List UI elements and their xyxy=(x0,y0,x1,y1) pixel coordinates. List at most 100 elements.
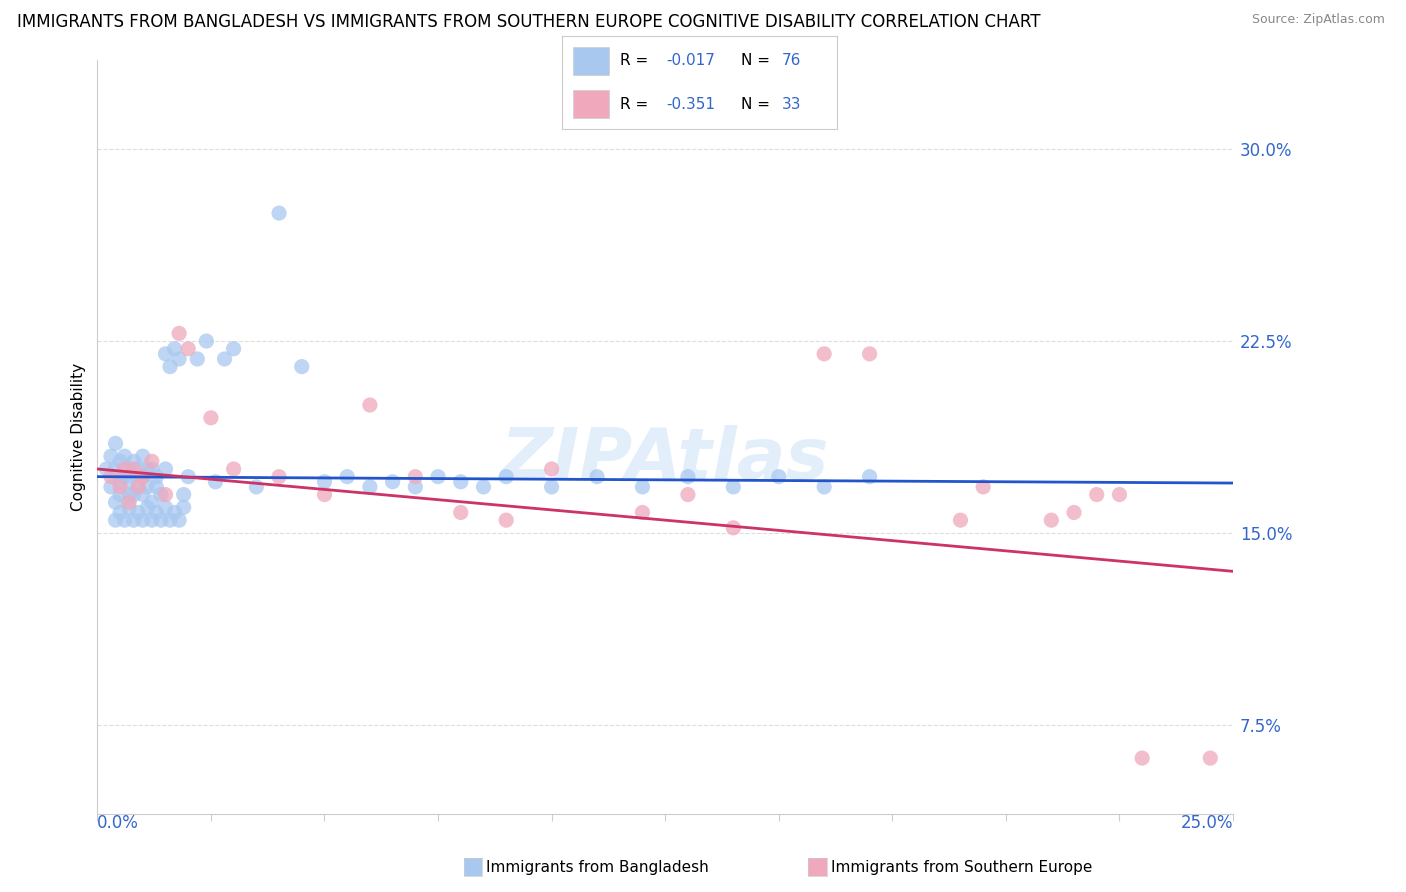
Point xyxy=(267,206,290,220)
Point xyxy=(127,506,149,520)
Point xyxy=(132,469,155,483)
Point xyxy=(141,462,163,476)
Text: -0.017: -0.017 xyxy=(666,54,716,69)
Point xyxy=(136,462,159,476)
Point xyxy=(127,475,149,489)
Point xyxy=(141,513,163,527)
Point xyxy=(723,480,745,494)
Point xyxy=(136,480,159,494)
Point xyxy=(381,475,404,489)
Point xyxy=(100,449,122,463)
Point xyxy=(159,513,181,527)
Point xyxy=(314,487,336,501)
Point xyxy=(972,480,994,494)
Point xyxy=(813,347,835,361)
Point xyxy=(122,487,145,501)
Text: 0.0%: 0.0% xyxy=(97,814,139,832)
Point xyxy=(118,500,141,515)
Point xyxy=(1085,487,1108,501)
Point xyxy=(173,487,195,501)
Text: R =: R = xyxy=(620,54,654,69)
Point xyxy=(108,454,131,468)
Point xyxy=(495,469,517,483)
Point xyxy=(404,480,426,494)
Point xyxy=(359,480,381,494)
Text: Source: ZipAtlas.com: Source: ZipAtlas.com xyxy=(1251,13,1385,27)
Point xyxy=(118,495,141,509)
Point xyxy=(540,462,562,476)
Point xyxy=(1040,513,1063,527)
Point xyxy=(136,500,159,515)
Point xyxy=(676,469,699,483)
Point xyxy=(104,462,127,476)
Point xyxy=(200,410,222,425)
Text: Immigrants from Southern Europe: Immigrants from Southern Europe xyxy=(831,861,1092,875)
Point xyxy=(96,462,118,476)
Point xyxy=(404,469,426,483)
Point xyxy=(472,480,495,494)
FancyBboxPatch shape xyxy=(574,90,609,118)
Point xyxy=(631,480,654,494)
Point xyxy=(949,513,972,527)
Point xyxy=(1199,751,1222,765)
Point xyxy=(813,480,835,494)
Point xyxy=(149,513,172,527)
Point xyxy=(155,500,177,515)
Point xyxy=(163,506,186,520)
Point xyxy=(141,495,163,509)
Point xyxy=(132,469,155,483)
Point xyxy=(314,475,336,489)
Text: ZIPAtlas: ZIPAtlas xyxy=(501,425,830,494)
Point xyxy=(173,500,195,515)
Text: N =: N = xyxy=(741,54,775,69)
Point xyxy=(1108,487,1130,501)
Point xyxy=(167,326,190,341)
Point xyxy=(167,513,190,527)
Point xyxy=(132,487,155,501)
Y-axis label: Cognitive Disability: Cognitive Disability xyxy=(72,363,86,511)
Point xyxy=(723,521,745,535)
FancyBboxPatch shape xyxy=(574,47,609,75)
Point xyxy=(427,469,450,483)
Point xyxy=(858,469,880,483)
Point xyxy=(204,475,226,489)
Point xyxy=(1063,506,1085,520)
Point xyxy=(104,436,127,450)
Point xyxy=(155,347,177,361)
Point xyxy=(163,342,186,356)
Point xyxy=(122,454,145,468)
Point xyxy=(222,342,245,356)
Point xyxy=(114,462,136,476)
Point xyxy=(108,487,131,501)
Point xyxy=(114,469,136,483)
Point xyxy=(359,398,381,412)
Point xyxy=(145,480,167,494)
Point xyxy=(118,462,141,476)
Point xyxy=(495,513,517,527)
Point xyxy=(167,351,190,366)
Point xyxy=(768,469,790,483)
Point xyxy=(122,462,145,476)
Text: 25.0%: 25.0% xyxy=(1181,814,1233,832)
Point xyxy=(127,480,149,494)
Point xyxy=(114,449,136,463)
Point xyxy=(127,462,149,476)
Text: N =: N = xyxy=(741,96,775,112)
Point xyxy=(195,334,218,348)
Point xyxy=(267,469,290,483)
Point xyxy=(858,347,880,361)
Text: IMMIGRANTS FROM BANGLADESH VS IMMIGRANTS FROM SOUTHERN EUROPE COGNITIVE DISABILI: IMMIGRANTS FROM BANGLADESH VS IMMIGRANTS… xyxy=(17,13,1040,31)
Text: 76: 76 xyxy=(782,54,801,69)
Point xyxy=(100,480,122,494)
Point xyxy=(155,462,177,476)
Point xyxy=(214,351,236,366)
Point xyxy=(122,513,145,527)
Point xyxy=(108,475,131,489)
Point xyxy=(114,513,136,527)
Point xyxy=(177,342,200,356)
Point xyxy=(118,487,141,501)
Point xyxy=(104,495,127,509)
Point xyxy=(291,359,314,374)
Text: -0.351: -0.351 xyxy=(666,96,716,112)
Point xyxy=(245,480,267,494)
